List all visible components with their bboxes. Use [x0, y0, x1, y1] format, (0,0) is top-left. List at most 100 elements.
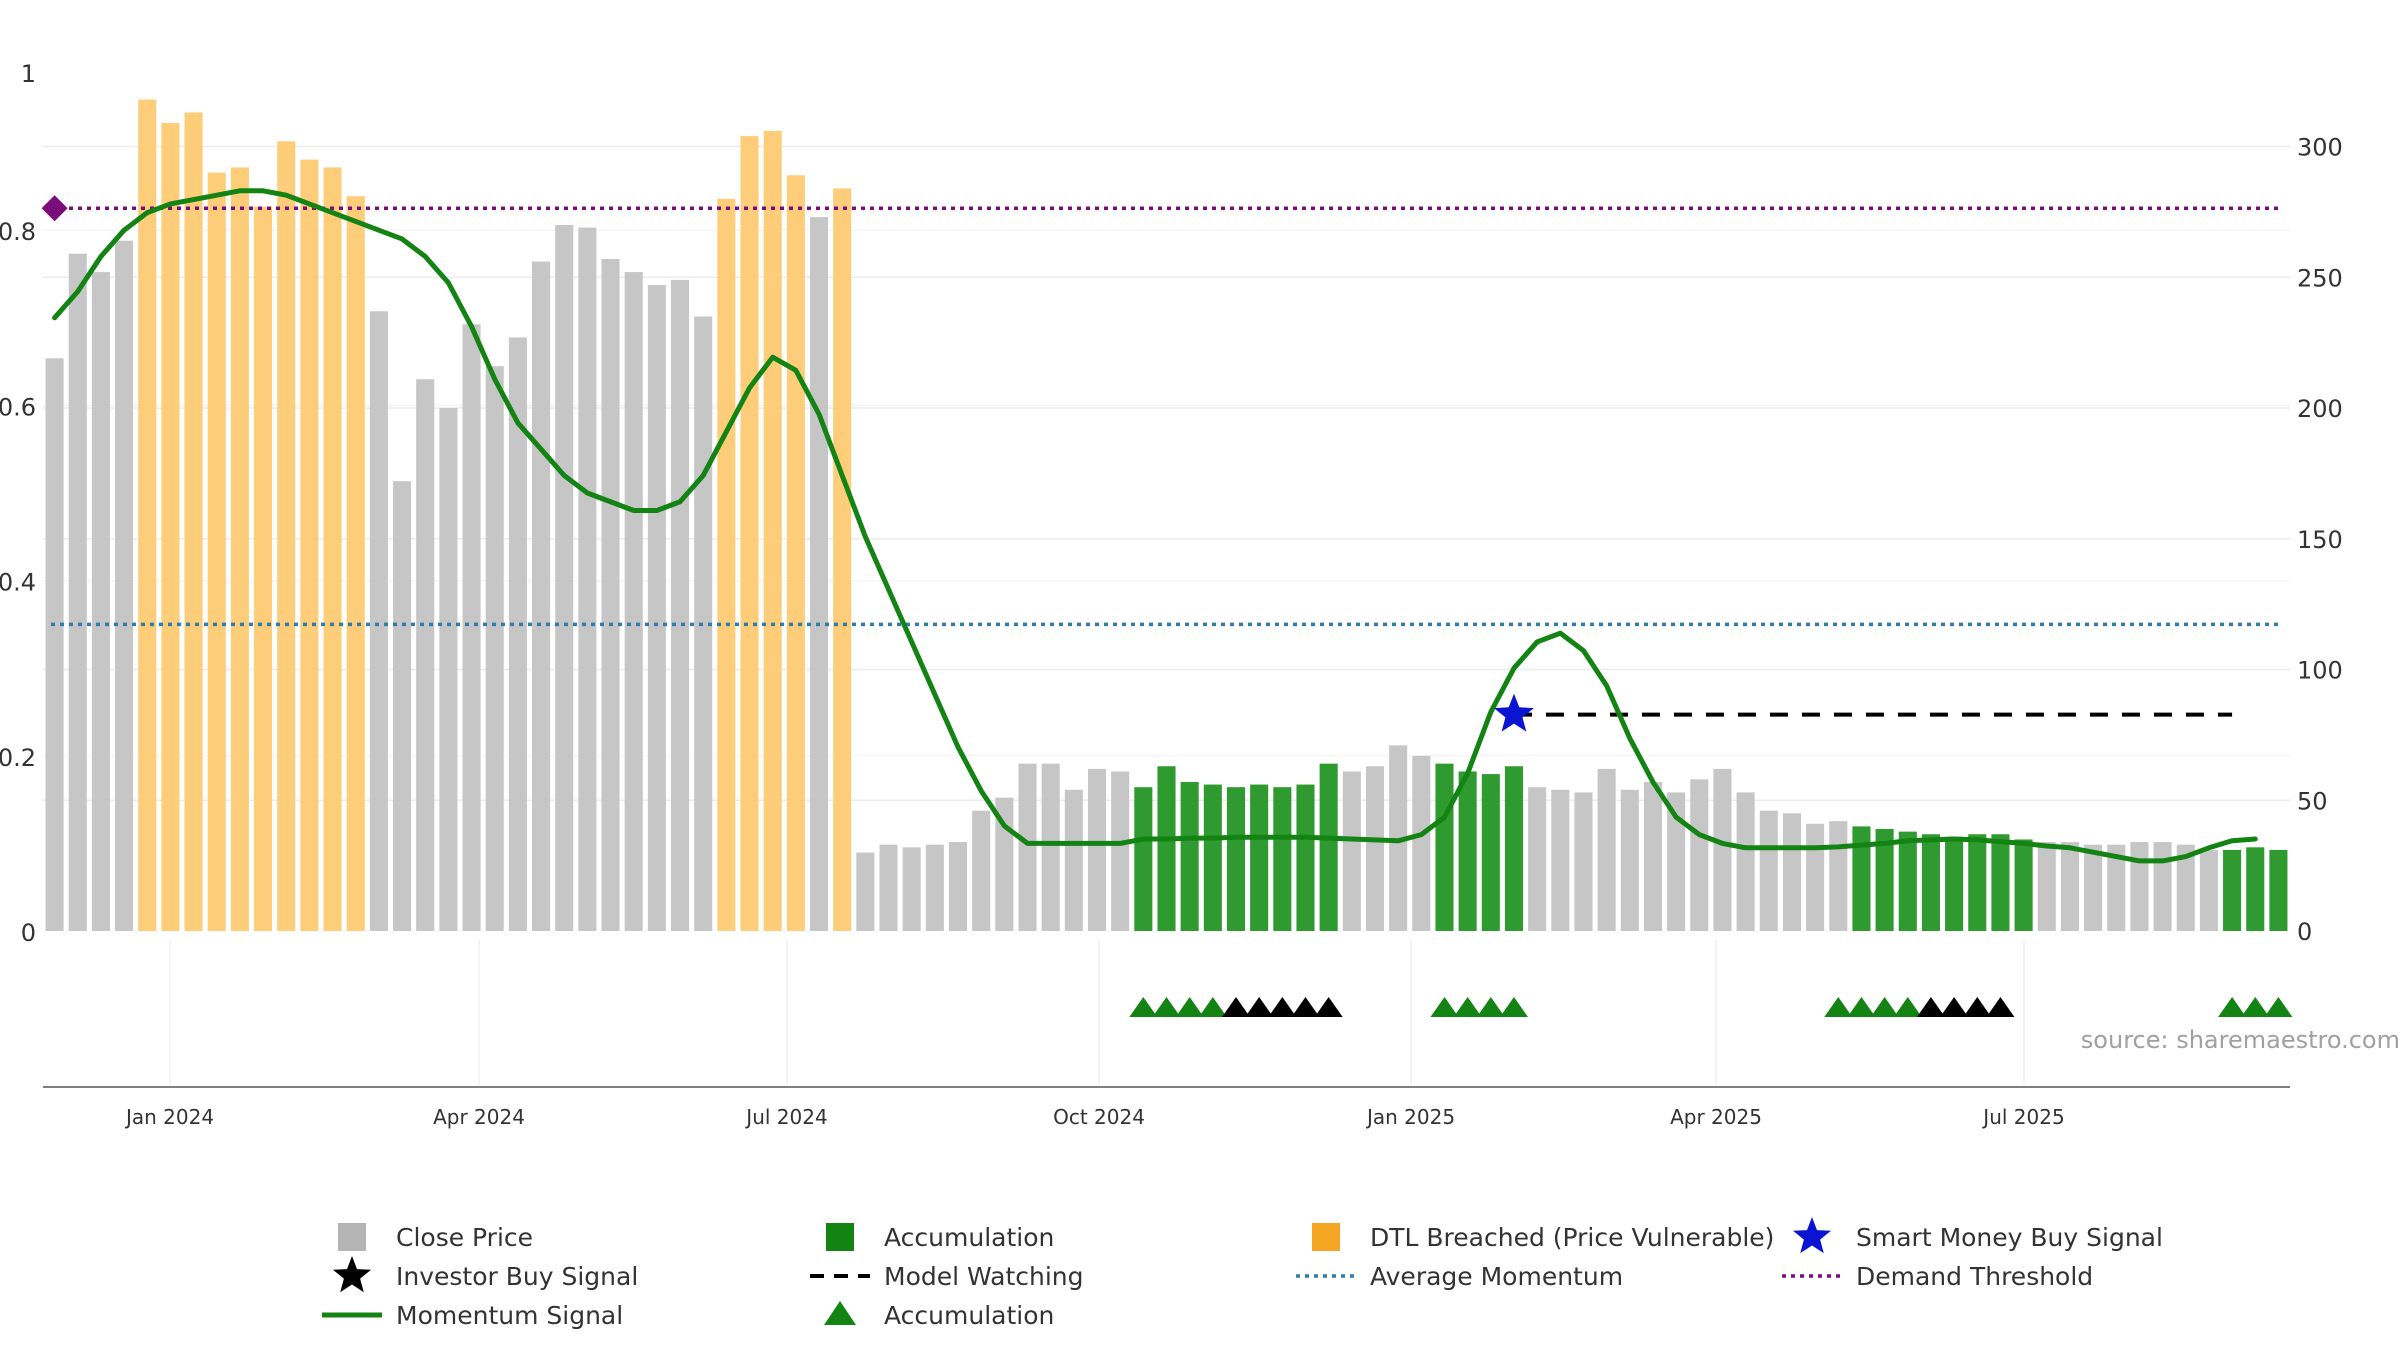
smart-money-buy-signal-marker	[1494, 693, 1534, 732]
close-price-bar	[1435, 763, 1454, 931]
close-price-bar	[1574, 792, 1593, 931]
close-price-bar	[717, 198, 736, 931]
close-price-bar	[578, 227, 597, 931]
legend-swatch	[338, 1223, 366, 1251]
close-price-bar	[300, 159, 319, 931]
legend-triangle-icon	[824, 1301, 856, 1325]
legend-item-model-watching: Model Watching	[810, 1262, 1084, 1291]
close-price-bar	[601, 258, 620, 931]
right-tick-label: 200	[2297, 395, 2343, 423]
right-tick-label: 50	[2297, 787, 2328, 815]
legend-swatch	[826, 1223, 854, 1251]
close-price-bar	[647, 285, 666, 932]
x-tick-label: Jan 2025	[1365, 1105, 1455, 1129]
legend-label: Accumulation	[884, 1223, 1054, 1252]
close-price-bar	[1759, 810, 1778, 931]
close-price-bar	[393, 481, 412, 931]
legend-item-investor-buy-signal: Investor Buy Signal	[333, 1256, 638, 1293]
right-tick-label: 0	[2297, 918, 2312, 946]
close-price-bar	[1968, 834, 1987, 931]
right-tick-label: 150	[2297, 526, 2343, 554]
accumulation-triangle	[1870, 997, 1899, 1017]
right-tick-label: 300	[2297, 134, 2343, 162]
reference-lines	[51, 206, 2282, 717]
investor-buy-triangle	[1268, 997, 1297, 1017]
close-price-bar	[624, 272, 643, 931]
legend-label: Demand Threshold	[1856, 1262, 2093, 1291]
accumulation-triangle	[1476, 997, 1505, 1017]
close-price-bar	[1852, 826, 1871, 931]
close-price-bar	[45, 358, 64, 932]
close-price-bars	[45, 99, 2288, 932]
close-price-bar	[763, 130, 782, 932]
close-price-bar	[833, 188, 852, 931]
legend-item-accumulation: Accumulation	[824, 1301, 1054, 1330]
close-price-bar	[1898, 831, 1917, 931]
legend-label: Close Price	[396, 1223, 533, 1252]
accumulation-triangle	[1893, 997, 1922, 1017]
accumulation-triangle	[2264, 997, 2293, 1017]
accumulation-triangle	[1824, 997, 1853, 1017]
close-price-bar	[1690, 779, 1709, 931]
close-price-bar	[462, 324, 481, 932]
close-price-bar	[1921, 834, 1940, 931]
close-price-bar	[485, 366, 504, 931]
legend: Close Price Accumulation DTL Breached (Pri…	[322, 1217, 2163, 1330]
momentum-signal-line	[52, 188, 2258, 864]
accumulation-triangle	[1847, 997, 1876, 1017]
accumulation-triangle	[2241, 997, 2270, 1017]
close-price-bar	[902, 847, 921, 931]
close-price-bar	[1458, 771, 1477, 931]
accumulation-triangle	[1175, 997, 1204, 1017]
close-price-bar	[1597, 768, 1616, 931]
close-price-bar	[879, 844, 898, 931]
close-price-bar	[925, 844, 944, 931]
close-price-bar	[1736, 792, 1755, 931]
close-price-bar	[1713, 768, 1732, 931]
accumulation-triangle	[1152, 997, 1181, 1017]
x-tick-label: Jul 2024	[744, 1105, 827, 1129]
close-price-bar	[230, 167, 249, 932]
close-price-bar	[207, 172, 226, 932]
legend-label: Average Momentum	[1370, 1262, 1623, 1291]
investor-buy-triangle	[1986, 997, 2015, 1017]
accumulation-triangle	[1430, 997, 1459, 1017]
close-price-bar	[323, 167, 342, 932]
legend-item-close-price: Close Price	[338, 1223, 533, 1252]
close-price-bar	[1806, 823, 1825, 931]
close-price-bar	[1504, 766, 1524, 931]
close-price-bar	[1134, 787, 1153, 931]
close-price-bar	[1991, 834, 2010, 931]
legend-star-icon	[333, 1256, 371, 1293]
legend-label: Accumulation	[884, 1301, 1054, 1330]
close-price-bar	[532, 261, 551, 931]
close-price-bar	[2246, 847, 2265, 931]
x-tick-label: Jan 2024	[124, 1105, 214, 1129]
close-price-bar	[1203, 784, 1222, 931]
close-price-bar	[2084, 844, 2103, 931]
close-price-bar	[1528, 787, 1547, 931]
x-tick-label: Apr 2025	[1670, 1105, 1762, 1129]
close-price-bar	[1620, 789, 1639, 931]
close-price-bar	[2269, 849, 2288, 931]
momentum-signal	[52, 188, 2258, 864]
close-price-bar	[68, 253, 87, 932]
close-price-bar	[2153, 842, 2172, 931]
close-price-bar	[91, 272, 110, 931]
close-price-bar	[1250, 784, 1269, 931]
close-price-bar	[2037, 842, 2056, 931]
close-price-bar	[2107, 844, 2126, 931]
close-price-bar	[2014, 839, 2033, 931]
accumulation-triangle	[1453, 997, 1482, 1017]
investor-buy-triangle	[1940, 997, 1969, 1017]
legend-label: DTL Breached (Price Vulnerable)	[1370, 1223, 1774, 1252]
close-price-bar	[2176, 844, 2195, 931]
close-price-bar	[555, 224, 574, 931]
x-tick-label: Oct 2024	[1053, 1105, 1145, 1129]
close-price-bar	[1643, 781, 1662, 931]
investor-buy-triangle	[1963, 997, 1992, 1017]
legend-item-accumulation: Accumulation	[826, 1223, 1054, 1252]
close-price-bar	[1551, 789, 1570, 931]
